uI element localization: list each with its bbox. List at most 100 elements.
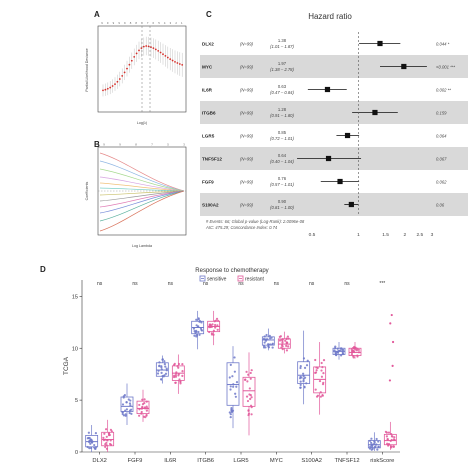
cv-point: [154, 48, 157, 51]
cv-point: [147, 45, 150, 48]
jitter-point: [121, 403, 125, 406]
jitter-point: [334, 351, 337, 354]
forest-hr-marker: [337, 178, 343, 185]
jitter-point: [286, 341, 289, 344]
jitter-point: [124, 413, 127, 416]
significance-label: ns: [344, 281, 350, 287]
cv-point: [181, 64, 184, 66]
jitter-point: [350, 353, 354, 356]
jitter-point: [247, 409, 250, 412]
jitter-point: [138, 414, 141, 417]
cv-point: [126, 67, 128, 70]
coef-count-label: 5: [167, 143, 169, 147]
jitter-point: [216, 324, 219, 327]
jitter-point: [322, 358, 326, 362]
coefficient-path: [99, 190, 185, 208]
jitter-point: [109, 428, 113, 431]
forest-row-shading: [200, 193, 468, 216]
coef-count-label: 9: [103, 143, 105, 147]
jitter-point: [262, 344, 266, 347]
x-tick-label: DLX2: [92, 458, 107, 464]
jitter-point: [314, 388, 317, 391]
forest-hr-value: 0.76: [278, 176, 287, 181]
jitter-point: [197, 317, 200, 320]
jitter-point: [247, 373, 250, 376]
jitter-point: [138, 403, 141, 407]
jitter-point: [105, 447, 108, 450]
cv-point: [102, 89, 104, 92]
x-tick-label: riskScore: [370, 458, 394, 464]
jitter-point: [393, 436, 396, 439]
forest-ci-text: (0.57 – 1.01): [270, 182, 294, 187]
forest-p-value: 0.159: [436, 111, 447, 116]
jitter-point: [121, 410, 124, 414]
forest-p-value: 0.044 *: [436, 42, 450, 47]
cv-point: [164, 54, 167, 57]
jitter-point: [392, 445, 395, 448]
jitter-point: [299, 380, 302, 383]
jitter-point: [160, 366, 163, 369]
jitter-point: [105, 444, 108, 447]
jitter-point: [121, 412, 124, 416]
jitter-point: [352, 354, 355, 358]
cv-point: [171, 59, 174, 62]
forest-p-value: 0.067: [436, 157, 447, 162]
box-iqr: [313, 366, 327, 394]
jitter-point: [177, 362, 181, 366]
panel-c-label: C: [206, 10, 212, 19]
forest-axis-tick: 3: [431, 232, 434, 238]
jitter-point: [249, 394, 252, 397]
forest-axis-tick: 2.5: [416, 232, 423, 238]
jitter-point: [250, 406, 253, 409]
jitter-point: [369, 445, 372, 448]
panel-b-xlabel: Log Lambda: [132, 244, 152, 248]
outlier-point: [389, 322, 392, 325]
jitter-point: [208, 330, 211, 334]
cv-point: [104, 88, 107, 91]
box-iqr: [101, 431, 115, 447]
cv-point: [159, 51, 162, 54]
forest-axis-tick: 2: [404, 232, 407, 238]
jitter-point: [377, 440, 380, 443]
jitter-point: [176, 365, 179, 368]
panel-b-coef-plot: 9 9 8 7 5 3 Coefficients Log Lambda: [85, 143, 187, 248]
y-tick-label: 15: [72, 294, 78, 300]
coef-count-label: 8: [135, 143, 137, 147]
forest-gene-name: IL6R: [202, 88, 213, 93]
forest-ci-text: (1.01 – 1.87): [270, 44, 294, 49]
forest-ci-text: (0.72 – 1.01): [270, 136, 294, 141]
jitter-point: [248, 387, 251, 390]
jitter-point: [314, 358, 317, 362]
jitter-point: [229, 413, 232, 416]
jitter-point: [303, 386, 306, 389]
cv-count-label: 3: [170, 21, 172, 25]
jitter-point: [130, 412, 133, 415]
panel-a-xlabel: Log(λ): [137, 121, 147, 125]
jitter-point: [299, 365, 302, 368]
jitter-point: [341, 352, 344, 355]
cv-point: [116, 80, 119, 83]
jitter-point: [86, 445, 89, 449]
jitter-point: [302, 372, 305, 375]
jitter-point: [181, 374, 184, 377]
jitter-point: [281, 345, 284, 348]
jitter-point: [174, 375, 178, 378]
jitter-point: [299, 386, 302, 389]
jitter-point: [375, 443, 378, 446]
jitter-point: [302, 357, 306, 360]
jitter-point: [333, 349, 336, 352]
cv-point: [114, 83, 116, 86]
cv-point: [111, 85, 114, 87]
forest-ci-text: (1.38 – 2.78): [270, 67, 294, 72]
jitter-point: [195, 335, 198, 338]
jitter-point: [165, 367, 168, 370]
jitter-point: [250, 396, 253, 399]
jitter-point: [249, 397, 252, 401]
box-iqr: [242, 376, 256, 407]
jitter-point: [88, 436, 91, 440]
coefficient-path: [99, 190, 185, 214]
y-tick-label: 10: [72, 346, 78, 352]
coefficient-path: [99, 176, 185, 192]
jitter-point: [316, 394, 320, 397]
jitter-point: [339, 354, 343, 357]
